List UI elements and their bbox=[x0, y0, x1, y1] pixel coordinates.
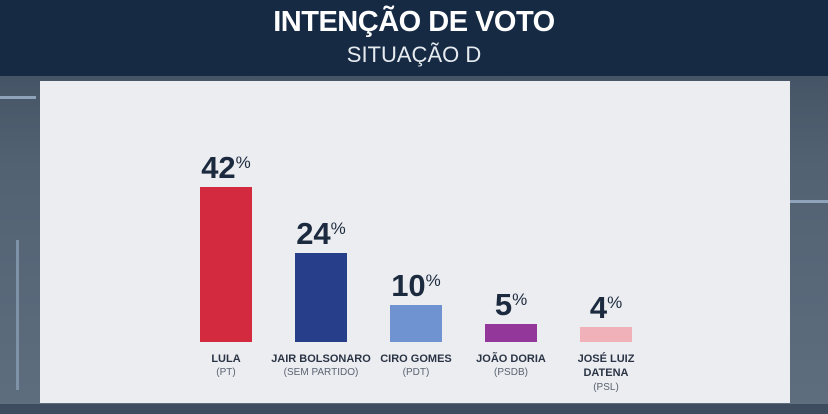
chart-title: INTENÇÃO DE VOTO bbox=[273, 6, 555, 38]
data-label: 24% bbox=[281, 216, 361, 252]
data-label: 10% bbox=[376, 268, 456, 304]
data-label-value: 5 bbox=[494, 286, 513, 322]
data-label-unit: % bbox=[425, 271, 441, 291]
category-party-label: (PDT) bbox=[402, 367, 430, 378]
bar-2 bbox=[295, 253, 347, 342]
data-label: 5% bbox=[471, 287, 551, 323]
decorative-line bbox=[16, 240, 19, 390]
category-party-label: (SEM PARTIDO) bbox=[283, 367, 359, 378]
data-label-unit: % bbox=[330, 219, 346, 239]
category-label: CIRO GOMES bbox=[380, 353, 452, 365]
data-label-value: 24 bbox=[296, 216, 331, 252]
category-label: LULA bbox=[211, 353, 241, 365]
data-label-value: 42 bbox=[201, 150, 236, 185]
data-label-unit: % bbox=[512, 289, 528, 309]
data-label: 4% bbox=[566, 290, 646, 326]
chart-panel bbox=[40, 81, 790, 403]
category-party-label: (PSL) bbox=[593, 382, 619, 393]
category-label: JOSÉ LUIZ DATENA bbox=[577, 353, 635, 379]
category-party-label: (PT) bbox=[216, 367, 236, 378]
bar-5 bbox=[580, 327, 632, 342]
category-party-label: (PSDB) bbox=[494, 367, 528, 378]
chart-subtitle: SITUAÇÃO D bbox=[346, 42, 482, 67]
data-label-value: 4 bbox=[589, 290, 608, 326]
bottom-strip bbox=[0, 404, 828, 414]
data-label-unit: % bbox=[607, 293, 623, 313]
decorative-line bbox=[790, 200, 828, 203]
decorative-line bbox=[0, 96, 36, 99]
bar-3 bbox=[390, 305, 442, 342]
data-label-value: 10 bbox=[391, 268, 426, 304]
category-label: JAIR BOLSONARO bbox=[271, 353, 371, 365]
bar-4 bbox=[485, 323, 537, 342]
header-bar: INTENÇÃO DE VOTO SITUAÇÃO D bbox=[0, 0, 828, 76]
data-label-unit: % bbox=[235, 153, 251, 172]
category-label: JOÃO DORIA bbox=[476, 353, 546, 365]
data-label: 42% bbox=[186, 150, 266, 186]
bar-1 bbox=[200, 187, 252, 342]
